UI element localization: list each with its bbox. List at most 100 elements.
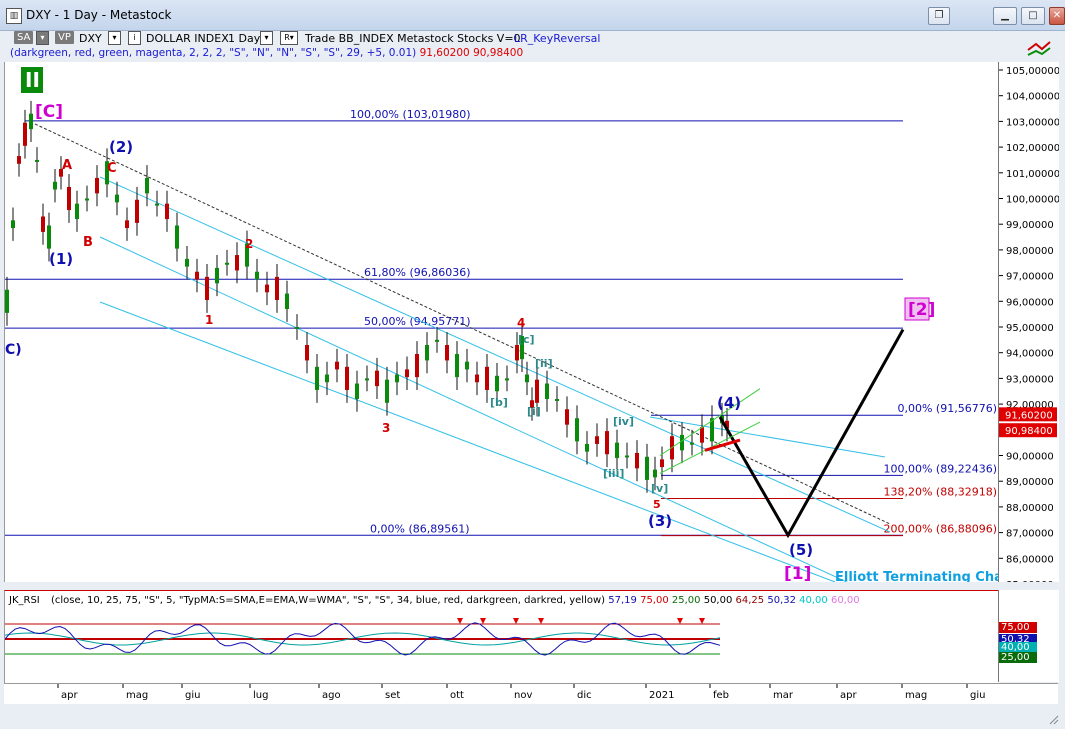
candle-body xyxy=(23,122,27,146)
symbol-label: DXY xyxy=(79,32,102,45)
candle-body xyxy=(75,203,79,220)
wave-label: 3 xyxy=(382,421,390,435)
fib-level-label: 0,00% (86,89561) xyxy=(370,522,470,535)
candle-body xyxy=(710,418,714,442)
price-tick-label: 94,00000 xyxy=(1006,349,1054,360)
candle-body xyxy=(625,455,629,458)
sa-button[interactable]: SA xyxy=(14,31,34,44)
wave-label: 2 xyxy=(245,237,253,251)
price-chart[interactable]: 100,00% (103,01980) 61,80% (96,86036) 50,0… xyxy=(4,62,1012,603)
candle-body xyxy=(5,289,9,313)
wave-label: (4) xyxy=(717,394,741,412)
candle-body xyxy=(515,344,519,361)
candle-body xyxy=(465,361,469,370)
symbol-dropdown-icon[interactable]: ▾ xyxy=(108,31,121,45)
candle-body xyxy=(275,276,279,301)
rsi-signal-marker xyxy=(677,618,683,624)
price-tick-label: 100,00000 xyxy=(1006,195,1059,206)
rsi-value: 64,25 xyxy=(732,595,765,606)
candle-body xyxy=(115,194,119,203)
wave-label: 1 xyxy=(205,313,213,327)
close-icon[interactable]: ✕ xyxy=(1049,7,1065,25)
channel-line xyxy=(99,236,891,603)
price-label: 90,98400 xyxy=(1005,426,1053,437)
price-tick-label: 93,00000 xyxy=(1006,374,1054,385)
wave-label: [1] xyxy=(784,564,811,582)
rsi-value: 25,00 xyxy=(668,595,701,606)
chart-icon[interactable]: ▥ xyxy=(6,8,22,24)
sa-dropdown-icon[interactable]: ▾ xyxy=(36,31,49,45)
candle-body xyxy=(205,276,209,301)
security-name: DOLLAR INDEX xyxy=(146,32,229,45)
wave-label: (5) xyxy=(789,541,813,559)
fib-level-label: 61,80% (96,86036) xyxy=(364,266,471,279)
candle-body xyxy=(530,400,534,408)
wave-label: [c] xyxy=(518,333,535,346)
wave-box xyxy=(904,297,930,321)
wave-label: [iv] xyxy=(613,415,634,428)
candle-body xyxy=(405,369,409,378)
wave-label: [v] xyxy=(651,482,668,495)
price-tick-label: 87,00000 xyxy=(1006,529,1054,540)
rsi-signal-marker xyxy=(538,618,544,624)
wave-box xyxy=(21,67,43,93)
candle-body xyxy=(595,436,599,444)
expert-params-text: (darkgreen, red, green, magenta, 2, 2, 2… xyxy=(10,47,417,59)
expert-params: (darkgreen, red, green, magenta, 2, 2, 2… xyxy=(10,47,523,59)
rsi-signal-marker xyxy=(480,618,486,624)
r-button[interactable]: R▾ xyxy=(280,31,298,45)
candle-body xyxy=(305,344,309,361)
candle-body xyxy=(660,459,664,468)
candle-body xyxy=(395,374,399,383)
resize-grip-icon[interactable] xyxy=(1049,710,1059,725)
date-tick-label: feb xyxy=(713,690,729,701)
price-tick-label: 90,00000 xyxy=(1006,452,1054,463)
minimize-icon[interactable]: ▁ xyxy=(993,7,1017,25)
price-axis-svg: 105,00000 104,00000 103,00000 102,00000 101,… xyxy=(999,66,1060,591)
candle-body xyxy=(690,442,694,445)
rsi-name: JK_RSI xyxy=(9,595,40,606)
fib-level-label: 200,00% (86,88096) xyxy=(883,523,997,536)
wave-label: A xyxy=(62,158,72,173)
rsi-signal-marker xyxy=(457,618,463,624)
date-tick-label: apr xyxy=(61,690,78,701)
candle-body xyxy=(53,181,57,190)
price-tick-label: 99,00000 xyxy=(1006,220,1054,231)
candle-body xyxy=(615,442,619,459)
candle-body xyxy=(105,161,109,185)
restore-icon[interactable]: ❐ xyxy=(928,7,950,25)
candle-body xyxy=(145,177,149,194)
date-tick-label: ago xyxy=(322,690,341,701)
candle-body xyxy=(185,258,189,267)
candle-body xyxy=(255,271,259,280)
rsi-value: 50,00 xyxy=(700,595,733,606)
expert-value-1: 91,60200 xyxy=(419,47,470,59)
date-tick-label: lug xyxy=(253,690,268,701)
symbol-info-icon[interactable]: i xyxy=(128,31,141,45)
chart-settings-icon[interactable] xyxy=(1026,40,1052,58)
period-dropdown-icon[interactable]: ▾ xyxy=(260,31,273,45)
rsi-signal-marker xyxy=(699,618,705,624)
candle-body xyxy=(245,243,249,267)
price-tick-label: 102,00000 xyxy=(1006,143,1059,154)
date-tick-label: mar xyxy=(773,690,794,701)
price-label-bg xyxy=(999,423,1057,438)
date-tick-label: set xyxy=(385,690,400,701)
price-label: 91,60200 xyxy=(1005,410,1053,421)
rsi-value: 60,00 xyxy=(827,595,860,606)
rsi-panel[interactable]: JK_RSI (close, 10, 25, 75, "S", 5, "TypM… xyxy=(4,590,999,683)
candle-body xyxy=(165,203,169,220)
price-tick-label: 95,00000 xyxy=(1006,323,1054,334)
candle-body xyxy=(85,198,89,201)
rsi-axis-label: 25,00 xyxy=(999,652,1037,663)
rsi-value: 57,19 xyxy=(608,595,637,606)
fib-level-label: 0,00% (91,56776) xyxy=(897,402,997,415)
vp-button[interactable]: VP xyxy=(55,31,74,44)
maximize-icon[interactable]: □ xyxy=(1021,7,1045,25)
candle-body xyxy=(680,434,684,451)
candle-body xyxy=(575,418,579,442)
wave-label: [b] xyxy=(490,396,508,409)
expert-label: LR_KeyReversal xyxy=(514,32,601,45)
price-tick-label: 92,00000 xyxy=(1006,400,1054,411)
candle-body xyxy=(520,335,524,360)
